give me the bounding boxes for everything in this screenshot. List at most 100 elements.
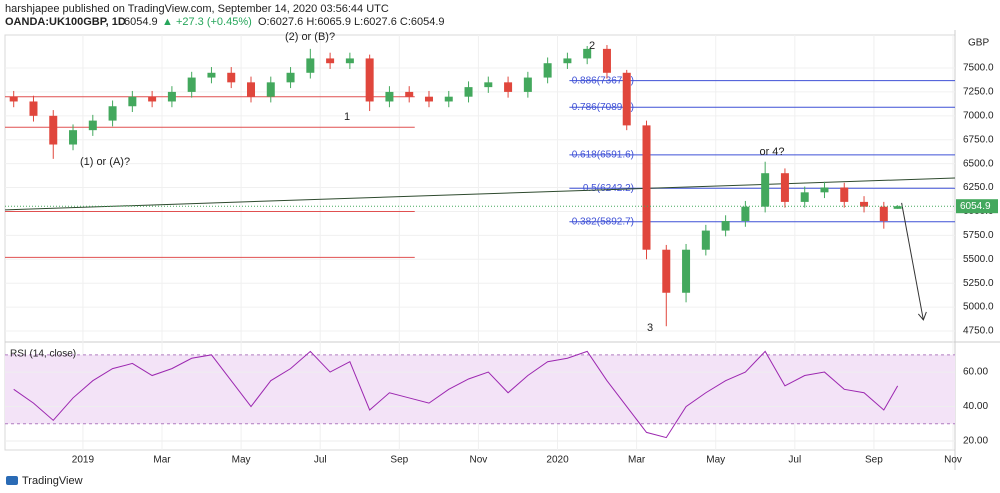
y-tick-label: 6500.0 (963, 158, 994, 169)
x-tick-label: Nov (470, 455, 488, 466)
candle-body (893, 206, 902, 209)
candle-body (88, 120, 97, 131)
candle-body (682, 249, 691, 293)
annotation: (1) or (A)? (80, 156, 130, 168)
fib-label: 0.5(6242.2) (583, 183, 634, 194)
candle-body (622, 72, 631, 126)
fib-label: 0.382(5892.7) (572, 216, 634, 227)
candle-body (642, 125, 651, 250)
fib-label: 0.886(7367.4) (572, 75, 634, 86)
candle-body (286, 72, 295, 83)
candle-body (860, 201, 869, 207)
x-tick-label: Sep (865, 455, 883, 466)
annotation: 3 (647, 322, 653, 334)
y-tick-label: 7500.0 (963, 63, 994, 74)
candle-body (187, 77, 196, 92)
x-tick-label: Nov (944, 455, 962, 466)
y-tick-label: 7000.0 (963, 110, 994, 121)
candle-body (167, 91, 176, 102)
trend-line (4, 177, 956, 211)
candle-body (820, 187, 829, 193)
candle-body (365, 58, 374, 102)
candle-body (385, 91, 394, 102)
arrow (901, 202, 924, 321)
y-tick-label: 4750.0 (963, 326, 994, 337)
x-tick-label: Mar (153, 455, 171, 466)
candle-body (721, 221, 730, 231)
rsi-tick-label: 40.00 (963, 401, 988, 412)
change: ▲ +27.3 (+0.45%) (162, 16, 252, 28)
candle-body (484, 82, 493, 88)
y-tick-label: 5750.0 (963, 230, 994, 241)
axis-unit: GBP (968, 38, 989, 49)
candle-body (464, 87, 473, 97)
candle-body (69, 130, 78, 145)
x-tick-label: Jul (788, 455, 801, 466)
annotation: 2 (589, 40, 595, 52)
x-tick-label: Jul (314, 455, 327, 466)
candle-body (563, 58, 572, 64)
candle-body (266, 82, 275, 97)
x-tick-label: Mar (628, 455, 646, 466)
candle-body (800, 192, 809, 202)
candle-body (840, 187, 849, 202)
x-tick-label: Sep (390, 455, 408, 466)
fib-label: 0.618(6591.6) (572, 150, 634, 161)
candle-body (701, 230, 710, 250)
fib-label: 0.786(7089.1) (572, 102, 634, 113)
x-tick-label: 2020 (546, 455, 569, 466)
candle-body (662, 249, 671, 293)
candle-body (543, 63, 552, 78)
candle-body (523, 77, 532, 92)
publisher: harshjapee published on TradingView.com,… (5, 3, 389, 15)
candle-body (444, 96, 453, 102)
candle-body (128, 96, 137, 107)
footer: TradingView (22, 475, 83, 487)
annotation: (2) or (B)? (285, 31, 335, 43)
annotation: 1 (344, 111, 350, 123)
y-tick-label: 5000.0 (963, 302, 994, 313)
candle-body (148, 96, 157, 102)
rsi-band (5, 354, 955, 424)
y-tick-label: 7250.0 (963, 87, 994, 98)
candle-body (108, 106, 117, 121)
x-tick-label: 2019 (72, 455, 95, 466)
candle-body (879, 206, 888, 222)
y-tick-label: 5250.0 (963, 278, 994, 289)
candle-body (49, 115, 58, 145)
rsi-title: RSI (14, close) (10, 349, 76, 360)
ohlc: O:6027.6 H:6065.9 L:6027.6 C:6054.9 (258, 16, 445, 28)
rsi-line (13, 350, 899, 439)
candle-body (602, 48, 611, 73)
candle-body (504, 82, 513, 92)
last-price-label: 6054.9 (960, 201, 991, 212)
candle-body (780, 173, 789, 202)
rsi-tick-label: 60.00 (963, 367, 988, 378)
x-tick-label: May (232, 455, 251, 466)
logo (6, 476, 18, 485)
candle-body (306, 58, 315, 73)
candle-body (761, 173, 770, 207)
y-tick-label: 6250.0 (963, 182, 994, 193)
rsi-tick-label: 20.00 (963, 436, 988, 447)
candle-body (345, 58, 354, 64)
candle-body (9, 96, 18, 102)
y-tick-label: 5500.0 (963, 254, 994, 265)
annotation: or 4? (759, 146, 784, 158)
price: 6054.9 (124, 16, 158, 28)
candle-body (227, 72, 236, 83)
last-price-box (956, 199, 998, 214)
candle-body (207, 72, 216, 78)
symbol: OANDA:UK100GBP, 1D (5, 16, 126, 28)
x-tick-label: May (706, 455, 725, 466)
candle-body (583, 48, 592, 59)
candle-body (405, 91, 414, 97)
arrow-head (917, 311, 927, 321)
candle-body (29, 101, 38, 116)
candle-body (247, 82, 256, 97)
candle-body (741, 206, 750, 222)
y-tick-label: 6750.0 (963, 134, 994, 145)
candle-body (326, 58, 335, 64)
candle-body (424, 96, 433, 102)
